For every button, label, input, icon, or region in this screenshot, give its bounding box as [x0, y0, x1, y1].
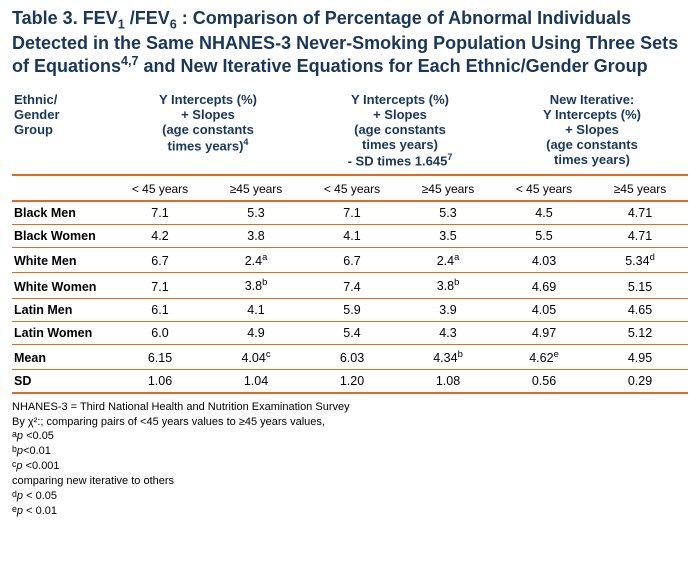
footnote-chi: By χ²:; comparing pairs of <45 years val… [12, 415, 688, 430]
data-cell: 1.04 [208, 374, 304, 388]
data-cell: 4.97 [496, 326, 592, 340]
data-cell: 0.56 [496, 374, 592, 388]
data-cell: 4.69 [496, 280, 592, 294]
data-cell: 5.15 [592, 280, 688, 294]
age-ge-3: ≥45 years [592, 182, 688, 196]
data-cell: 4.1 [304, 229, 400, 243]
data-cell: 4.9 [208, 326, 304, 340]
data-cell: 4.71 [592, 229, 688, 243]
data-cell: 1.20 [304, 374, 400, 388]
data-cell: 1.06 [112, 374, 208, 388]
data-cell: 5.12 [592, 326, 688, 340]
footnote-b: bp<0.01 [12, 444, 688, 459]
row-label: Black Women [12, 229, 112, 243]
data-cell: 3.8b [208, 277, 304, 293]
age-lt-3: < 45 years [496, 182, 592, 196]
data-cell: 6.7 [304, 254, 400, 268]
colhead-method-1: Y Intercepts (%) + Slopes (age constants… [112, 92, 304, 168]
data-cell: 7.1 [304, 206, 400, 220]
data-cell: 7.1 [112, 280, 208, 294]
row-label: Mean [12, 351, 112, 365]
title-mid1: /FEV [125, 8, 170, 28]
title-sub2: 6 [170, 18, 177, 32]
data-cell: 6.1 [112, 303, 208, 317]
row-label: Latin Women [12, 326, 112, 340]
table-row: SD1.061.041.201.080.560.29 [12, 370, 688, 394]
title-suffix: and New Iterative Equations for Each Eth… [139, 56, 648, 76]
data-cell: 6.03 [304, 351, 400, 365]
data-cell: 5.4 [304, 326, 400, 340]
data-cell: 5.5 [496, 229, 592, 243]
data-cell: 6.15 [112, 351, 208, 365]
data-cell: 0.29 [592, 374, 688, 388]
footnote-nhane: NHANES-3 = Third National Health and Nut… [12, 400, 688, 415]
column-header-row: Ethnic/ Gender Group Y Intercepts (%) + … [12, 84, 688, 176]
row-label: Latin Men [12, 303, 112, 317]
table-row: Black Men7.15.37.15.34.54.71 [12, 202, 688, 225]
data-cell: 4.62e [496, 349, 592, 365]
colhead-method-3: New Iterative: Y Intercepts (%) + Slopes… [496, 92, 688, 168]
data-cell: 4.65 [592, 303, 688, 317]
row-label: White Men [12, 254, 112, 268]
data-cell: 4.34b [400, 349, 496, 365]
age-subheader-row: < 45 years ≥45 years < 45 years ≥45 year… [12, 176, 688, 202]
data-cell: 4.2 [112, 229, 208, 243]
data-cell: 2.4a [400, 252, 496, 268]
table-row: Latin Men6.14.15.93.94.054.65 [12, 299, 688, 322]
title-sub1: 1 [118, 18, 125, 32]
footnote-c: cp <0.001 [12, 459, 688, 474]
table-title: Table 3. FEV1 /FEV6 : Comparison of Perc… [12, 8, 688, 78]
data-rows: Black Men7.15.37.15.34.54.71Black Women4… [12, 202, 688, 393]
data-cell: 4.3 [400, 326, 496, 340]
data-cell: 7.4 [304, 280, 400, 294]
data-cell: 3.5 [400, 229, 496, 243]
data-cell: 7.1 [112, 206, 208, 220]
data-cell: 3.8 [208, 229, 304, 243]
data-cell: 4.04c [208, 349, 304, 365]
data-cell: 4.03 [496, 254, 592, 268]
data-cell: 4.95 [592, 351, 688, 365]
table-row: White Men6.72.4a6.72.4a4.035.34d [12, 248, 688, 273]
table-row: Latin Women6.04.95.44.34.975.12 [12, 322, 688, 345]
footnotes: NHANES-3 = Third National Health and Nut… [12, 400, 688, 519]
table-row: White Women7.13.8b7.43.8b4.695.15 [12, 273, 688, 298]
age-ge-1: ≥45 years [208, 182, 304, 196]
age-lt-1: < 45 years [112, 182, 208, 196]
colhead-group: Ethnic/ Gender Group [12, 92, 112, 168]
age-lt-2: < 45 years [304, 182, 400, 196]
data-cell: 5.9 [304, 303, 400, 317]
data-cell: 4.1 [208, 303, 304, 317]
footnote-d: dp < 0.05 [12, 489, 688, 504]
title-prefix: Table 3. FEV [12, 8, 118, 28]
title-sup: 4,7 [121, 54, 139, 68]
data-cell: 5.3 [208, 206, 304, 220]
row-label: SD [12, 374, 112, 388]
age-ge-2: ≥45 years [400, 182, 496, 196]
row-label: Black Men [12, 206, 112, 220]
footnote-e: ep < 0.01 [12, 504, 688, 519]
data-cell: 5.3 [400, 206, 496, 220]
data-cell: 1.08 [400, 374, 496, 388]
data-cell: 3.8b [400, 277, 496, 293]
data-cell: 2.4a [208, 252, 304, 268]
data-cell: 6.7 [112, 254, 208, 268]
data-cell: 4.5 [496, 206, 592, 220]
data-cell: 3.9 [400, 303, 496, 317]
colhead-method-2: Y Intercepts (%) + Slopes (age constants… [304, 92, 496, 168]
data-cell: 4.71 [592, 206, 688, 220]
age-spacer [12, 182, 112, 196]
footnote-cmp: comparing new iterative to others [12, 474, 688, 489]
table-row: Mean6.154.04c6.034.34b4.62e4.95 [12, 345, 688, 370]
data-cell: 6.0 [112, 326, 208, 340]
table-row: Black Women4.23.84.13.55.54.71 [12, 225, 688, 248]
row-label: White Women [12, 280, 112, 294]
footnote-a: ap <0.05 [12, 429, 688, 444]
data-cell: 5.34d [592, 252, 688, 268]
data-cell: 4.05 [496, 303, 592, 317]
